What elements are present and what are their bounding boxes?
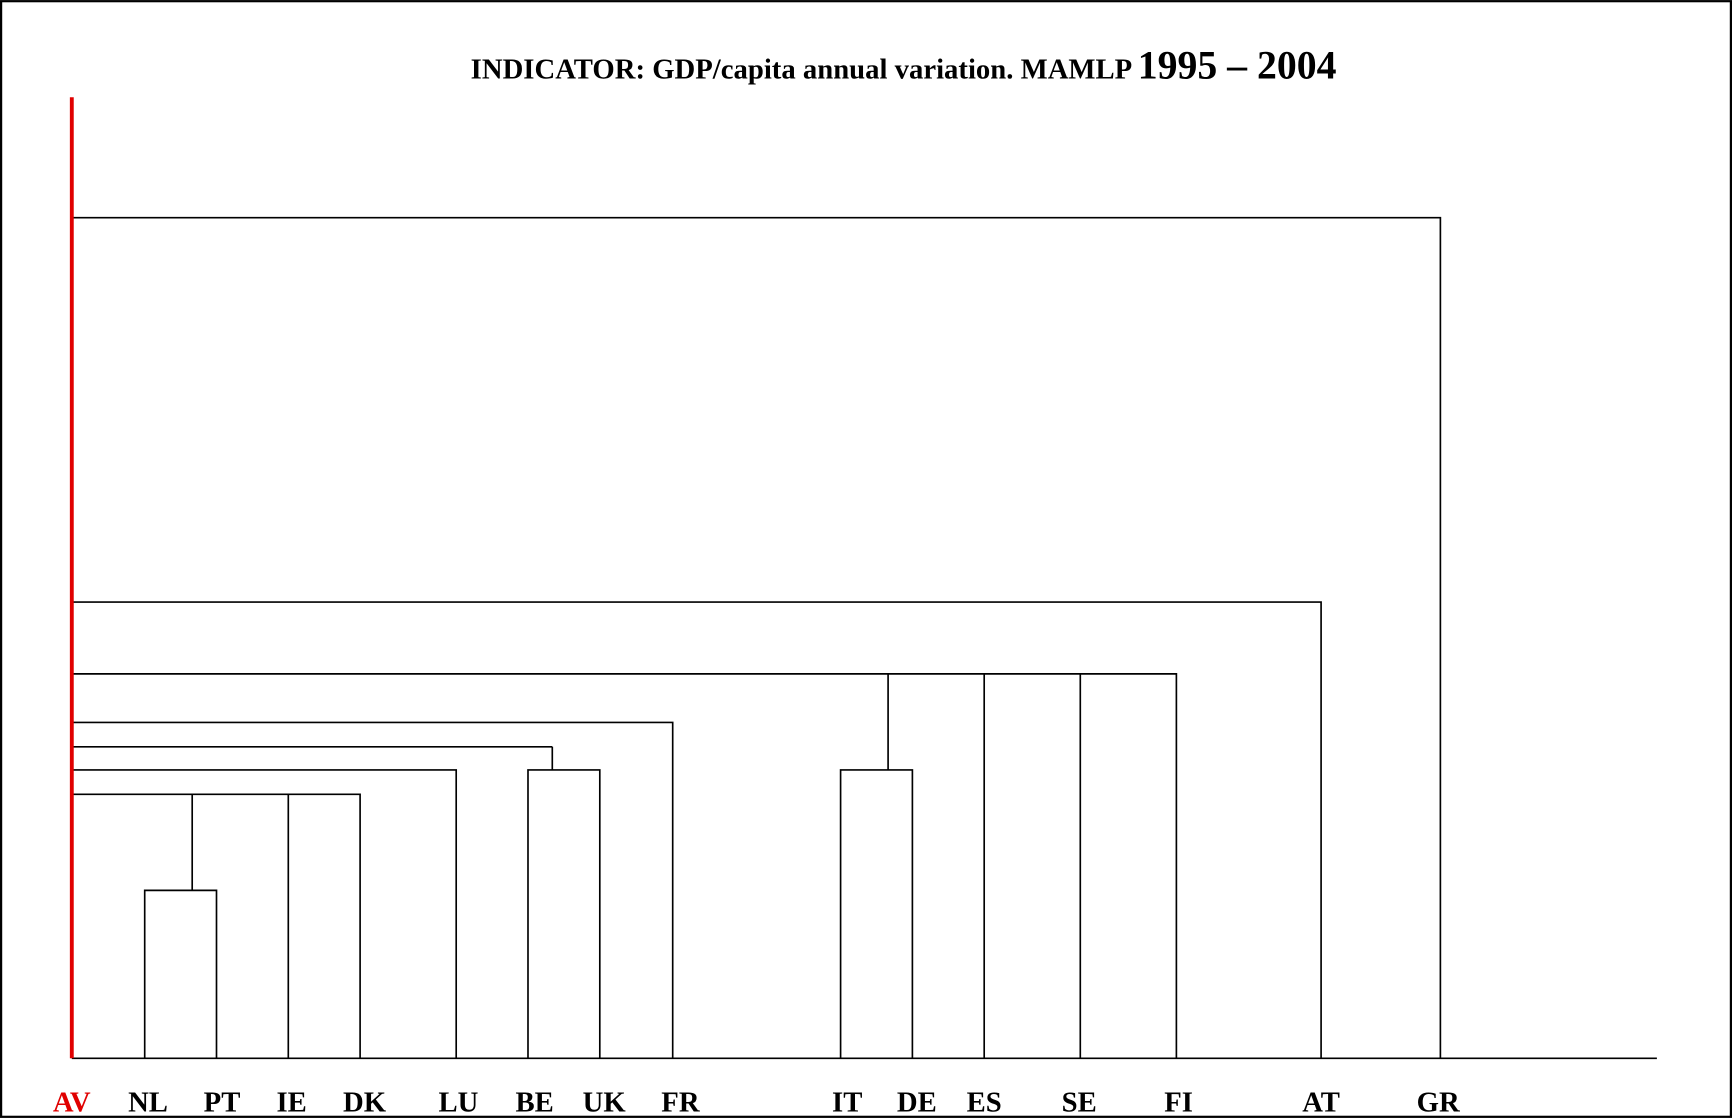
leaf-label: AT [1302,1086,1340,1118]
leaf-label: FR [661,1086,700,1118]
title: INDICATOR: GDP/capita annual variation. … [471,54,1133,86]
leaf-label: IT [832,1086,862,1118]
leaf-labels: AV NL PT IE DK LU BE UK FR IT DE ES SE FI AT GR [53,1086,1460,1118]
leaf-label: FI [1164,1086,1193,1118]
leaf-label: AV [53,1086,91,1118]
leaf-label: PT [204,1086,241,1118]
leaf-label: NL [128,1086,168,1118]
leaf-label: DK [343,1086,387,1118]
leaf-label: SE [1062,1086,1097,1118]
leaf-label: ES [967,1086,1002,1118]
leaf-label: DE [897,1086,937,1118]
leaf-label: IE [276,1086,306,1118]
leaf-label: BE [515,1086,553,1118]
leaf-label: LU [438,1086,478,1118]
leaf-label: GR [1417,1086,1460,1118]
tree-links [71,216,1657,1060]
title-years: 1995 – 2004 [1138,44,1337,88]
leaf-label: UK [583,1086,627,1118]
